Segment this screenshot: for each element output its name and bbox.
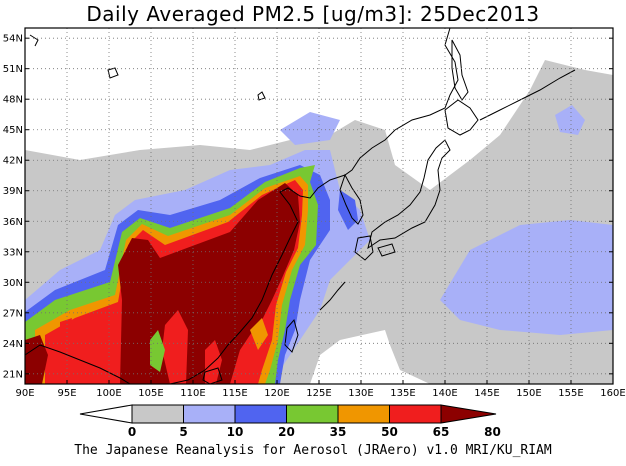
colorbar-label: 10 bbox=[227, 425, 244, 439]
colorbar-arrow-low bbox=[79, 404, 133, 424]
colorbar-box bbox=[234, 404, 287, 424]
lat-tick-label: 21N bbox=[3, 369, 23, 380]
coastline-lake-khanka bbox=[257, 91, 266, 101]
colorbar-box bbox=[131, 404, 184, 424]
coastlines bbox=[25, 28, 576, 384]
lat-tick-label: 48N bbox=[3, 95, 23, 106]
coastline-kurils bbox=[479, 69, 576, 121]
colorbar-label: 50 bbox=[381, 425, 398, 439]
colorbar-label: 0 bbox=[128, 425, 136, 439]
pm25-pocket-green-1 bbox=[150, 330, 165, 372]
colorbar-label: 5 bbox=[179, 425, 187, 439]
pm25-pocket-orange-1 bbox=[250, 318, 268, 350]
lat-tick-label: 39N bbox=[3, 186, 23, 197]
pm25-patch-lightblue-east bbox=[440, 220, 613, 335]
lon-tick-label: 115E bbox=[222, 388, 247, 399]
colorbar-box bbox=[337, 404, 390, 424]
colorbar-label: 35 bbox=[330, 425, 347, 439]
lat-tick-label: 24N bbox=[3, 339, 23, 350]
colorbar-arrow-high bbox=[440, 404, 497, 424]
coastline-nw-edge bbox=[29, 34, 39, 47]
lon-tick-label: 120E bbox=[264, 388, 289, 399]
lat-tick-label: 36N bbox=[3, 217, 23, 228]
pm25-band-80-plus bbox=[118, 183, 300, 384]
lon-tick-label: 110E bbox=[180, 388, 205, 399]
lon-tick-label: 95E bbox=[57, 388, 76, 399]
colorbar-box bbox=[183, 404, 236, 424]
map-title: Daily Averaged PM2.5 [ug/m3]: 25Dec2013 bbox=[86, 2, 540, 26]
pm25-pocket-red-1 bbox=[162, 310, 188, 384]
coastline-hainan bbox=[202, 367, 223, 384]
pm25-patch-darkred-west bbox=[25, 335, 48, 384]
lon-tick-label: 125E bbox=[306, 388, 331, 399]
lat-tick-label: 33N bbox=[3, 247, 23, 258]
coastline-japan-shikoku bbox=[377, 243, 396, 257]
coastline-sakhalin bbox=[451, 39, 469, 101]
colorbar: 0 5 10 20 35 50 65 80 bbox=[79, 404, 501, 439]
colorbar-box bbox=[286, 404, 339, 424]
coastline-japan-honshu bbox=[367, 139, 451, 250]
lat-tick-label: 54N bbox=[3, 34, 23, 45]
colorbar-label: 20 bbox=[278, 425, 295, 439]
coastline-japan-kyushu bbox=[354, 235, 374, 261]
lon-tick-label: 105E bbox=[138, 388, 163, 399]
lat-tick-label: 27N bbox=[3, 308, 23, 319]
lon-tick-label: 140E bbox=[432, 388, 457, 399]
lat-ticks: 54N 51N 48N 45N 42N 39N 36N 33N 30N 27N 24N 21N bbox=[3, 34, 613, 380]
lon-tick-label: 150E bbox=[516, 388, 541, 399]
lat-tick-label: 30N bbox=[3, 278, 23, 289]
footer-credit: The Japanese Reanalysis for Aerosol (JRA… bbox=[74, 443, 552, 458]
coastline-ryukyu bbox=[319, 281, 346, 311]
pm25-patch-lightblue-top bbox=[280, 112, 340, 145]
lon-tick-label: 155E bbox=[558, 388, 583, 399]
coastline-indochina bbox=[25, 344, 131, 384]
gridlines bbox=[25, 28, 613, 384]
coastline-lake-baikal bbox=[107, 67, 119, 79]
lon-tick-label: 90E bbox=[15, 388, 34, 399]
colorbar-label: 65 bbox=[433, 425, 450, 439]
lon-tick-label: 160E bbox=[600, 388, 625, 399]
pm25-patch-lightblue-ne bbox=[555, 105, 585, 135]
lon-tick-label: 145E bbox=[474, 388, 499, 399]
pm25-pocket-red-3 bbox=[60, 318, 72, 332]
coastline-korea bbox=[339, 173, 364, 225]
lat-tick-label: 45N bbox=[3, 125, 23, 136]
coastline-asia-mainland bbox=[169, 28, 459, 384]
colorbar-box bbox=[389, 404, 442, 424]
lat-tick-label: 42N bbox=[3, 156, 23, 167]
lon-ticks: 90E 95E 100E 105E 110E 115E 120E 125E 130E 135E 14… bbox=[15, 380, 626, 399]
lat-tick-label: 51N bbox=[3, 64, 23, 75]
lon-tick-label: 135E bbox=[390, 388, 415, 399]
lon-tick-label: 100E bbox=[96, 388, 121, 399]
lon-tick-label: 130E bbox=[348, 388, 373, 399]
coastline-hokkaido bbox=[444, 99, 479, 136]
colorbar-label: 80 bbox=[484, 425, 501, 439]
coastline-taiwan bbox=[284, 318, 299, 353]
